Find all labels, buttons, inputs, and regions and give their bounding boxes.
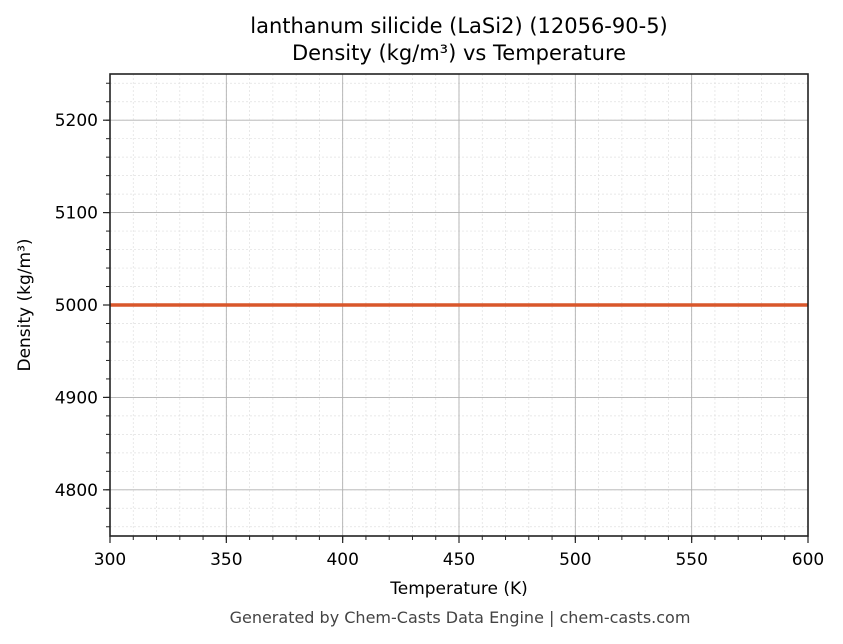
y-tick-label: 5100 (55, 204, 98, 224)
y-tick-labels: 4800 4900 5000 5100 5200 (55, 111, 98, 501)
chart-title-line1: lanthanum silicide (LaSi2) (12056-90-5) (250, 14, 668, 38)
axis-ticks (103, 82, 809, 543)
x-tick-label: 350 (210, 550, 242, 570)
footer-credit: Generated by Chem-Casts Data Engine | ch… (229, 608, 691, 627)
x-tick-label: 550 (675, 550, 707, 570)
x-axis-label: Temperature (K) (389, 579, 528, 599)
x-tick-label: 600 (792, 550, 824, 570)
y-tick-label: 4800 (55, 481, 98, 501)
x-tick-label: 400 (326, 550, 358, 570)
y-axis-label: Density (kg/m³) (15, 238, 35, 371)
chart-title-line2: Density (kg/m³) vs Temperature (291, 41, 627, 65)
y-tick-label: 5200 (55, 111, 98, 131)
x-tick-label: 500 (559, 550, 591, 570)
x-tick-label: 300 (94, 550, 126, 570)
x-tick-label: 450 (443, 550, 475, 570)
y-tick-label: 4900 (55, 388, 98, 408)
y-tick-label: 5000 (55, 296, 98, 316)
x-tick-labels: 300 350 400 450 500 550 600 (94, 550, 824, 570)
